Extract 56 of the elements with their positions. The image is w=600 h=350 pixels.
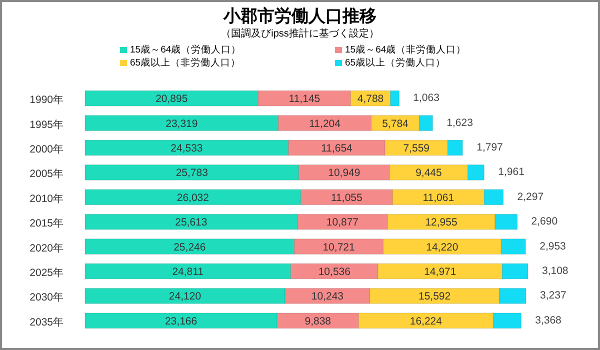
data-label: 2,690 (531, 216, 558, 228)
data-label: 1,797 (476, 142, 504, 154)
data-label: 11,061 (422, 192, 454, 204)
data-label: 3,368 (535, 314, 562, 326)
data-label: 10,949 (328, 167, 360, 180)
y-tick-label: 2015年 (30, 218, 64, 230)
data-label: 25,246 (174, 241, 206, 254)
y-tick-label: 2025年 (30, 267, 64, 280)
data-label: 10,877 (326, 216, 359, 229)
y-tick-label: 2000年 (30, 144, 64, 156)
legend-label: 65歳以上（労働人口） (345, 56, 446, 69)
data-label: 1,623 (446, 116, 474, 129)
data-label: 15,592 (418, 290, 451, 303)
legend-label: 15歳～64歳（非労働人口） (345, 44, 466, 56)
y-tick-label: 1990年 (30, 94, 64, 106)
data-label: 11,654 (321, 142, 353, 155)
data-label: 16,224 (410, 315, 442, 328)
data-label: 9,838 (304, 315, 332, 328)
data-label: 2,297 (517, 190, 544, 203)
data-label: 1,063 (413, 92, 440, 104)
data-label: 24,811 (172, 266, 204, 278)
data-label: 11,204 (309, 118, 341, 130)
y-tick-label: 2035年 (30, 316, 64, 328)
y-tick-label: 2020年 (30, 242, 64, 254)
chart-subtitle: （国調及びipss推計に基づく設定） (221, 28, 379, 40)
data-label: 11,055 (331, 192, 363, 204)
data-label: 14,220 (426, 241, 458, 254)
data-label: 23,319 (166, 118, 198, 130)
data-label: 20,895 (156, 93, 188, 106)
y-tick-label: 1995年 (30, 118, 64, 131)
data-label: 3,108 (542, 265, 568, 278)
data-label: 12,955 (425, 216, 458, 229)
data-label: 9,445 (416, 167, 442, 180)
data-label: 2,953 (540, 240, 566, 252)
y-tick-label: 2010年 (30, 192, 64, 205)
data-label: 3,237 (540, 290, 566, 302)
y-tick-label: 2005年 (30, 168, 64, 180)
data-label: 24,533 (170, 142, 203, 155)
data-label: 23,166 (164, 315, 198, 328)
legend-label: 65歳以上（非労働人口） (130, 56, 241, 69)
y-tick-label: 2030年 (30, 292, 64, 304)
data-label: 11,145 (288, 93, 320, 106)
data-label: 26,032 (176, 192, 210, 204)
data-label: 10,536 (318, 266, 351, 278)
data-label: 4,788 (357, 93, 384, 106)
data-label: 10,721 (322, 241, 355, 254)
data-label: 5,784 (382, 118, 409, 130)
chart-title: 小郡市労働人口推移 (222, 6, 376, 26)
data-label: 14,971 (424, 266, 456, 278)
data-label: 1,961 (498, 166, 525, 178)
data-label: 25,613 (175, 216, 208, 229)
data-label: 25,783 (176, 167, 208, 180)
data-label: 7,559 (403, 142, 430, 155)
legend-label: 15歳～64歳（労働人口） (130, 44, 242, 56)
data-label: 24,120 (168, 290, 202, 303)
data-label: 10,243 (311, 290, 344, 303)
